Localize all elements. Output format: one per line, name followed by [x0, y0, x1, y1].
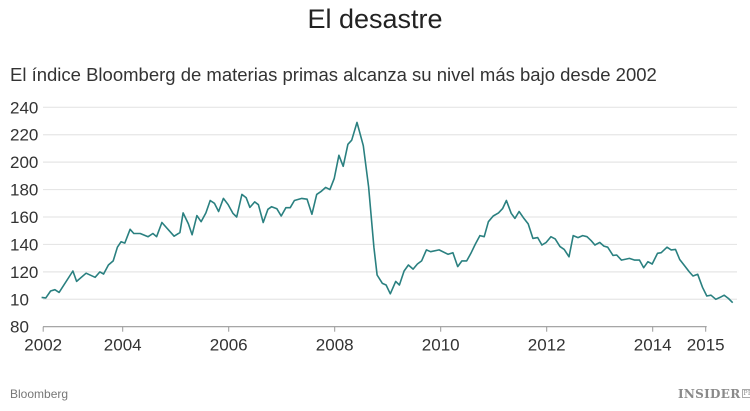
chart-title: El desastre — [307, 4, 443, 34]
y-tick-label: 80 — [10, 318, 29, 337]
x-tick-label: 2014 — [634, 336, 672, 355]
x-tick-label: 2015 — [687, 336, 725, 355]
y-tick-label: 160 — [10, 208, 38, 227]
x-tick-label: 2006 — [210, 336, 248, 355]
x-tick-label: 2012 — [528, 336, 566, 355]
y-tick-label: 120 — [10, 263, 38, 282]
y-tick-label: 240 — [10, 98, 38, 117]
y-tick-label: 10 — [10, 290, 29, 309]
y-tick-label: 140 — [10, 235, 38, 254]
source-label: Bloomberg — [10, 387, 69, 401]
chart-subtitle: El índice Bloomberg de materias primas a… — [10, 64, 657, 85]
insider-pro-logo: INSIDERPRO — [678, 387, 750, 401]
x-tick-label: 2002 — [24, 336, 62, 355]
x-tick-label: 2008 — [316, 336, 354, 355]
x-tick-label: 2010 — [422, 336, 460, 355]
y-tick-label: 200 — [10, 153, 38, 172]
x-tick-label: 2004 — [104, 336, 142, 355]
y-tick-label: 180 — [10, 181, 38, 200]
y-tick-label: 220 — [10, 126, 38, 145]
series-line — [41, 121, 734, 304]
